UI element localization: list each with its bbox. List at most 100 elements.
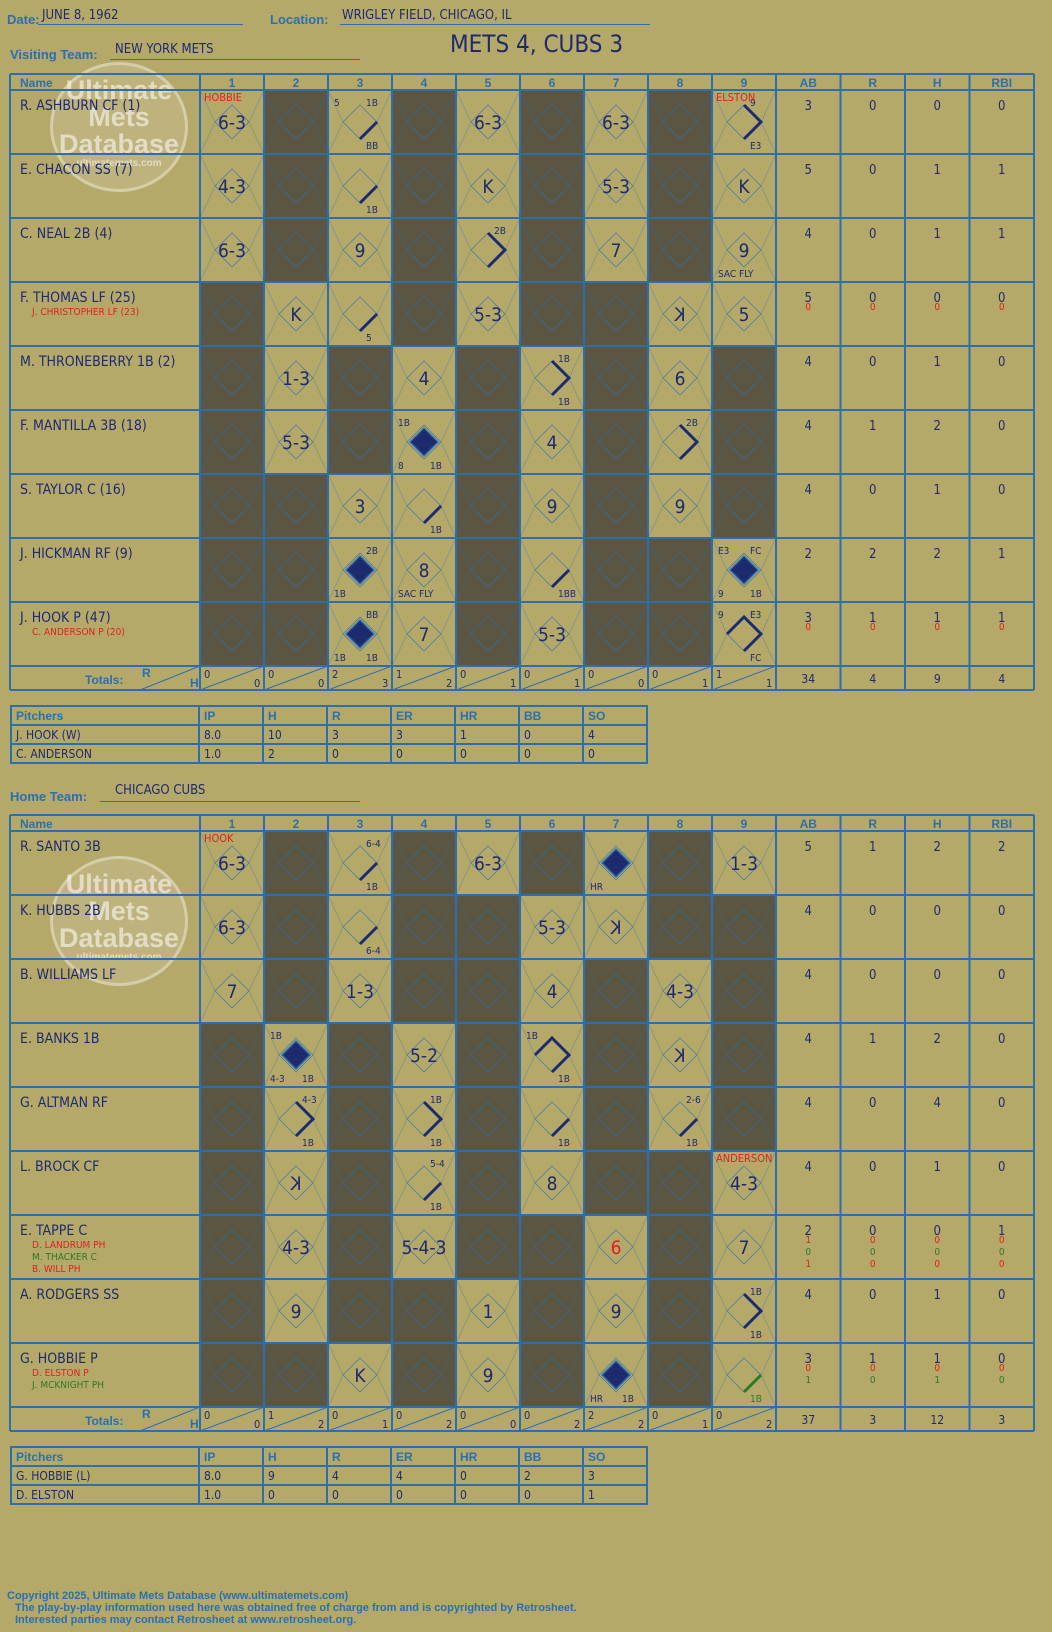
diamond-guide	[711, 345, 728, 379]
dark-cell	[520, 154, 584, 218]
diamond-outline	[342, 1293, 378, 1329]
run-scored-diamond	[600, 847, 632, 879]
diamond-guide	[391, 1214, 408, 1248]
pitching-value: 4	[390, 1465, 456, 1486]
diamond-outline	[470, 1037, 506, 1073]
play-note: 1B	[366, 98, 378, 109]
diamond-guide	[199, 1310, 216, 1344]
diamond-guide	[583, 345, 600, 379]
diamond-guide	[504, 1150, 521, 1184]
diamond-outline	[406, 909, 442, 945]
diamond-guide	[519, 1278, 536, 1312]
diamond-outline	[598, 1229, 634, 1265]
diamond-guide	[376, 1054, 393, 1088]
diamond-guide	[647, 121, 664, 155]
diamond-outline	[534, 1357, 570, 1393]
diamond-outline	[598, 845, 634, 881]
diamond-guide	[696, 1022, 713, 1056]
diamond-guide	[568, 1182, 585, 1216]
diamond-outline	[278, 168, 314, 204]
diamond-guide	[504, 1214, 521, 1248]
play-result: 4	[547, 432, 558, 454]
diamond-guide	[376, 1118, 393, 1152]
base-path	[358, 120, 379, 141]
player-name: R. ASHBURN CF (1)	[20, 98, 140, 114]
diamond-guide	[248, 830, 265, 864]
home-pitching-table: Pitchers IP H R ER HR BB SO G. HOBBIE (L) 8.0 9 4 4…	[10, 1446, 648, 1505]
diamond-guide	[632, 473, 649, 507]
diamond-guide	[312, 345, 329, 379]
pitching-header: HR	[454, 705, 520, 726]
dark-cell	[200, 1023, 264, 1087]
diamond-guide	[583, 958, 600, 992]
play-note: SAC FLY	[718, 269, 754, 280]
diamond-guide	[632, 633, 649, 667]
pitching-value: 8.0	[198, 724, 264, 745]
base-path	[533, 1035, 572, 1074]
stat-value: 0	[805, 1247, 811, 1258]
diamond-outline	[662, 168, 698, 204]
diamond-guide	[248, 473, 265, 507]
diamond-guide	[632, 601, 649, 635]
diamond-guide	[711, 153, 728, 187]
base-path	[422, 1181, 443, 1202]
dark-cell	[264, 959, 328, 1023]
diamond-guide	[263, 409, 280, 443]
stat-value: 1	[934, 483, 941, 498]
diamond-outline	[662, 616, 698, 652]
play-note: BB	[366, 141, 378, 152]
player-name: S. TAYLOR C (16)	[20, 482, 126, 498]
diamond-guide	[440, 1310, 457, 1344]
diamond-guide	[263, 345, 280, 379]
pitching-value: J. HOOK (W)	[10, 724, 200, 745]
diamond-guide	[696, 89, 713, 123]
diamond-guide	[263, 894, 280, 928]
diamond-guide	[199, 185, 216, 219]
diamond-guide	[504, 1246, 521, 1280]
inning-runs: 1	[268, 1409, 274, 1422]
diamond-guide	[711, 537, 728, 571]
dark-cell	[264, 90, 328, 154]
diamond-outline	[406, 360, 442, 396]
diamond-guide	[312, 1214, 329, 1248]
diamond-guide	[376, 1150, 393, 1184]
diamond-guide	[519, 89, 536, 123]
diamond-guide	[376, 633, 393, 667]
diamond-guide	[327, 185, 344, 219]
diamond-guide	[632, 830, 649, 864]
base-path	[358, 184, 379, 205]
diamond-guide	[376, 1278, 393, 1312]
diamond-guide	[760, 1054, 777, 1088]
diamond-outline	[214, 552, 250, 588]
diamond-guide	[391, 1150, 408, 1184]
dark-cell	[392, 1343, 456, 1407]
pitching-value: 0	[518, 724, 584, 745]
diamond-guide	[455, 313, 472, 347]
diamond-outline	[662, 488, 698, 524]
diamond-guide	[568, 601, 585, 635]
diamond-guide	[455, 537, 472, 571]
diamond-guide	[760, 249, 777, 283]
diamond-guide	[440, 377, 457, 411]
diamond-guide	[504, 441, 521, 475]
diamond-guide	[312, 441, 329, 475]
play-note: 1B	[270, 1031, 282, 1042]
diamond-guide	[199, 1374, 216, 1408]
dark-cell	[584, 1023, 648, 1087]
diamond-guide	[248, 121, 265, 155]
diamond-guide	[583, 249, 600, 283]
diamond-outline	[470, 1357, 506, 1393]
diamond-guide	[696, 217, 713, 251]
sub-player-name: J. MCKNIGHT PH	[31, 1380, 104, 1391]
play-note: BB	[366, 610, 378, 621]
diamond-guide	[263, 926, 280, 960]
diamond-outline	[406, 1357, 442, 1393]
diamond-guide	[455, 601, 472, 635]
diamond-guide	[248, 185, 265, 219]
player-name: M. THRONEBERRY 1B (2)	[20, 354, 175, 370]
diamond-guide	[248, 1086, 265, 1120]
diamond-guide	[440, 1054, 457, 1088]
play-note: E3	[750, 141, 761, 152]
diamond-guide	[568, 377, 585, 411]
dark-cell	[648, 1279, 712, 1343]
